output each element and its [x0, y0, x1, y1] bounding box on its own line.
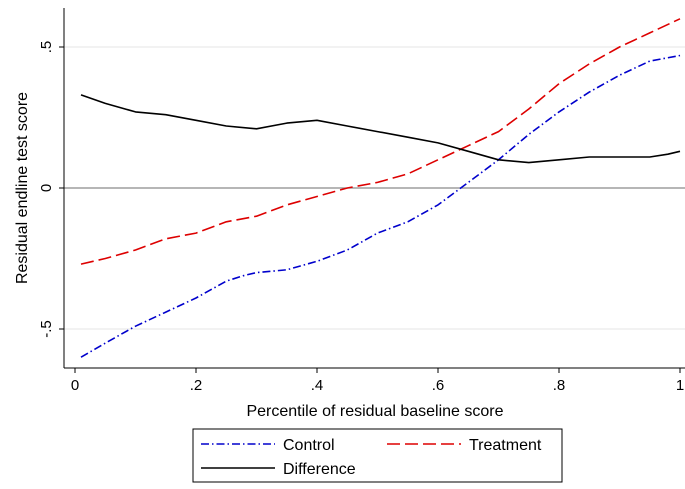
x-tick-label: .8 [553, 377, 566, 394]
x-tick-label: 0 [71, 377, 79, 394]
x-tick-label: .4 [311, 377, 324, 394]
legend-label-control: Control [283, 437, 335, 454]
legend: Control Treatment Difference [192, 428, 563, 483]
y-axis-title: Residual endline test score [14, 92, 31, 284]
series-line-control [80, 54, 681, 358]
titles-layer: Percentile of residual baseline score Re… [14, 92, 504, 420]
grid-layer [64, 46, 685, 330]
y-tick-label: .5 [38, 41, 55, 54]
x-tick-label: .6 [432, 377, 445, 394]
x-tick-label: 1 [676, 377, 684, 394]
ticks-layer: -.5 0 .5 0 .2 .4 .6 .8 1 [38, 41, 684, 394]
x-tick-label: .2 [190, 377, 203, 394]
legend-box [192, 428, 563, 483]
series-layer [80, 18, 681, 358]
legend-label-treatment: Treatment [469, 437, 542, 454]
series-line-difference [80, 94, 681, 164]
y-tick-label: 0 [38, 184, 55, 192]
legend-label-difference: Difference [283, 461, 356, 478]
series-line-treatment [80, 18, 681, 265]
x-axis-title: Percentile of residual baseline score [246, 403, 503, 420]
y-tick-label: -.5 [38, 320, 55, 338]
